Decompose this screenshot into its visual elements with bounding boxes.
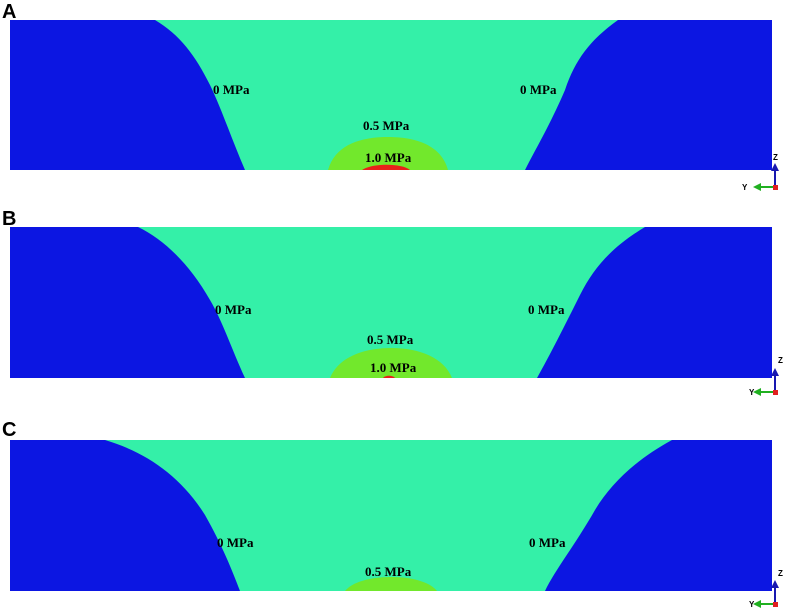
axis-label: Z xyxy=(778,569,783,578)
panel-label: A xyxy=(2,1,16,23)
axis-label: Z xyxy=(773,153,778,162)
region-high xyxy=(330,348,452,378)
annotation: 0 MPa xyxy=(529,535,566,550)
annotation: 0 MPa xyxy=(215,302,252,317)
region-peak xyxy=(362,164,410,170)
axis-label: Y xyxy=(749,600,755,609)
axis-label: Z xyxy=(778,356,783,365)
axis-label: Y xyxy=(742,183,748,192)
annotation: 1.0 MPa xyxy=(370,360,417,375)
region-peak xyxy=(383,375,395,378)
panel-c: C 0 MPa 0 MPa 0.5 MPa Z Y xyxy=(2,419,783,609)
annotation: 1.0 MPa xyxy=(365,150,412,165)
region-high xyxy=(328,137,448,170)
panel-label: B xyxy=(2,208,16,230)
region-mid xyxy=(138,227,645,378)
panel-label: C xyxy=(2,419,16,441)
axis-label: Y xyxy=(749,388,755,397)
region-mid xyxy=(105,440,672,591)
panel-a: A 0 MPa 0 MPa 0.5 MPa 1.0 MPa Z Y xyxy=(2,1,780,192)
annotation: 0.5 MPa xyxy=(365,564,412,579)
region-high xyxy=(345,577,437,591)
annotation: 0 MPa xyxy=(520,82,557,97)
annotation: 0 MPa xyxy=(217,535,254,550)
panel-b: B 0 MPa 0 MPa 0.5 MPa 1.0 MPa Z Y xyxy=(2,208,783,397)
region-mid xyxy=(155,20,618,170)
annotation: 0 MPa xyxy=(213,82,250,97)
annotation: 0.5 MPa xyxy=(367,332,414,347)
annotation: 0.5 MPa xyxy=(363,118,410,133)
annotation: 0 MPa xyxy=(528,302,565,317)
